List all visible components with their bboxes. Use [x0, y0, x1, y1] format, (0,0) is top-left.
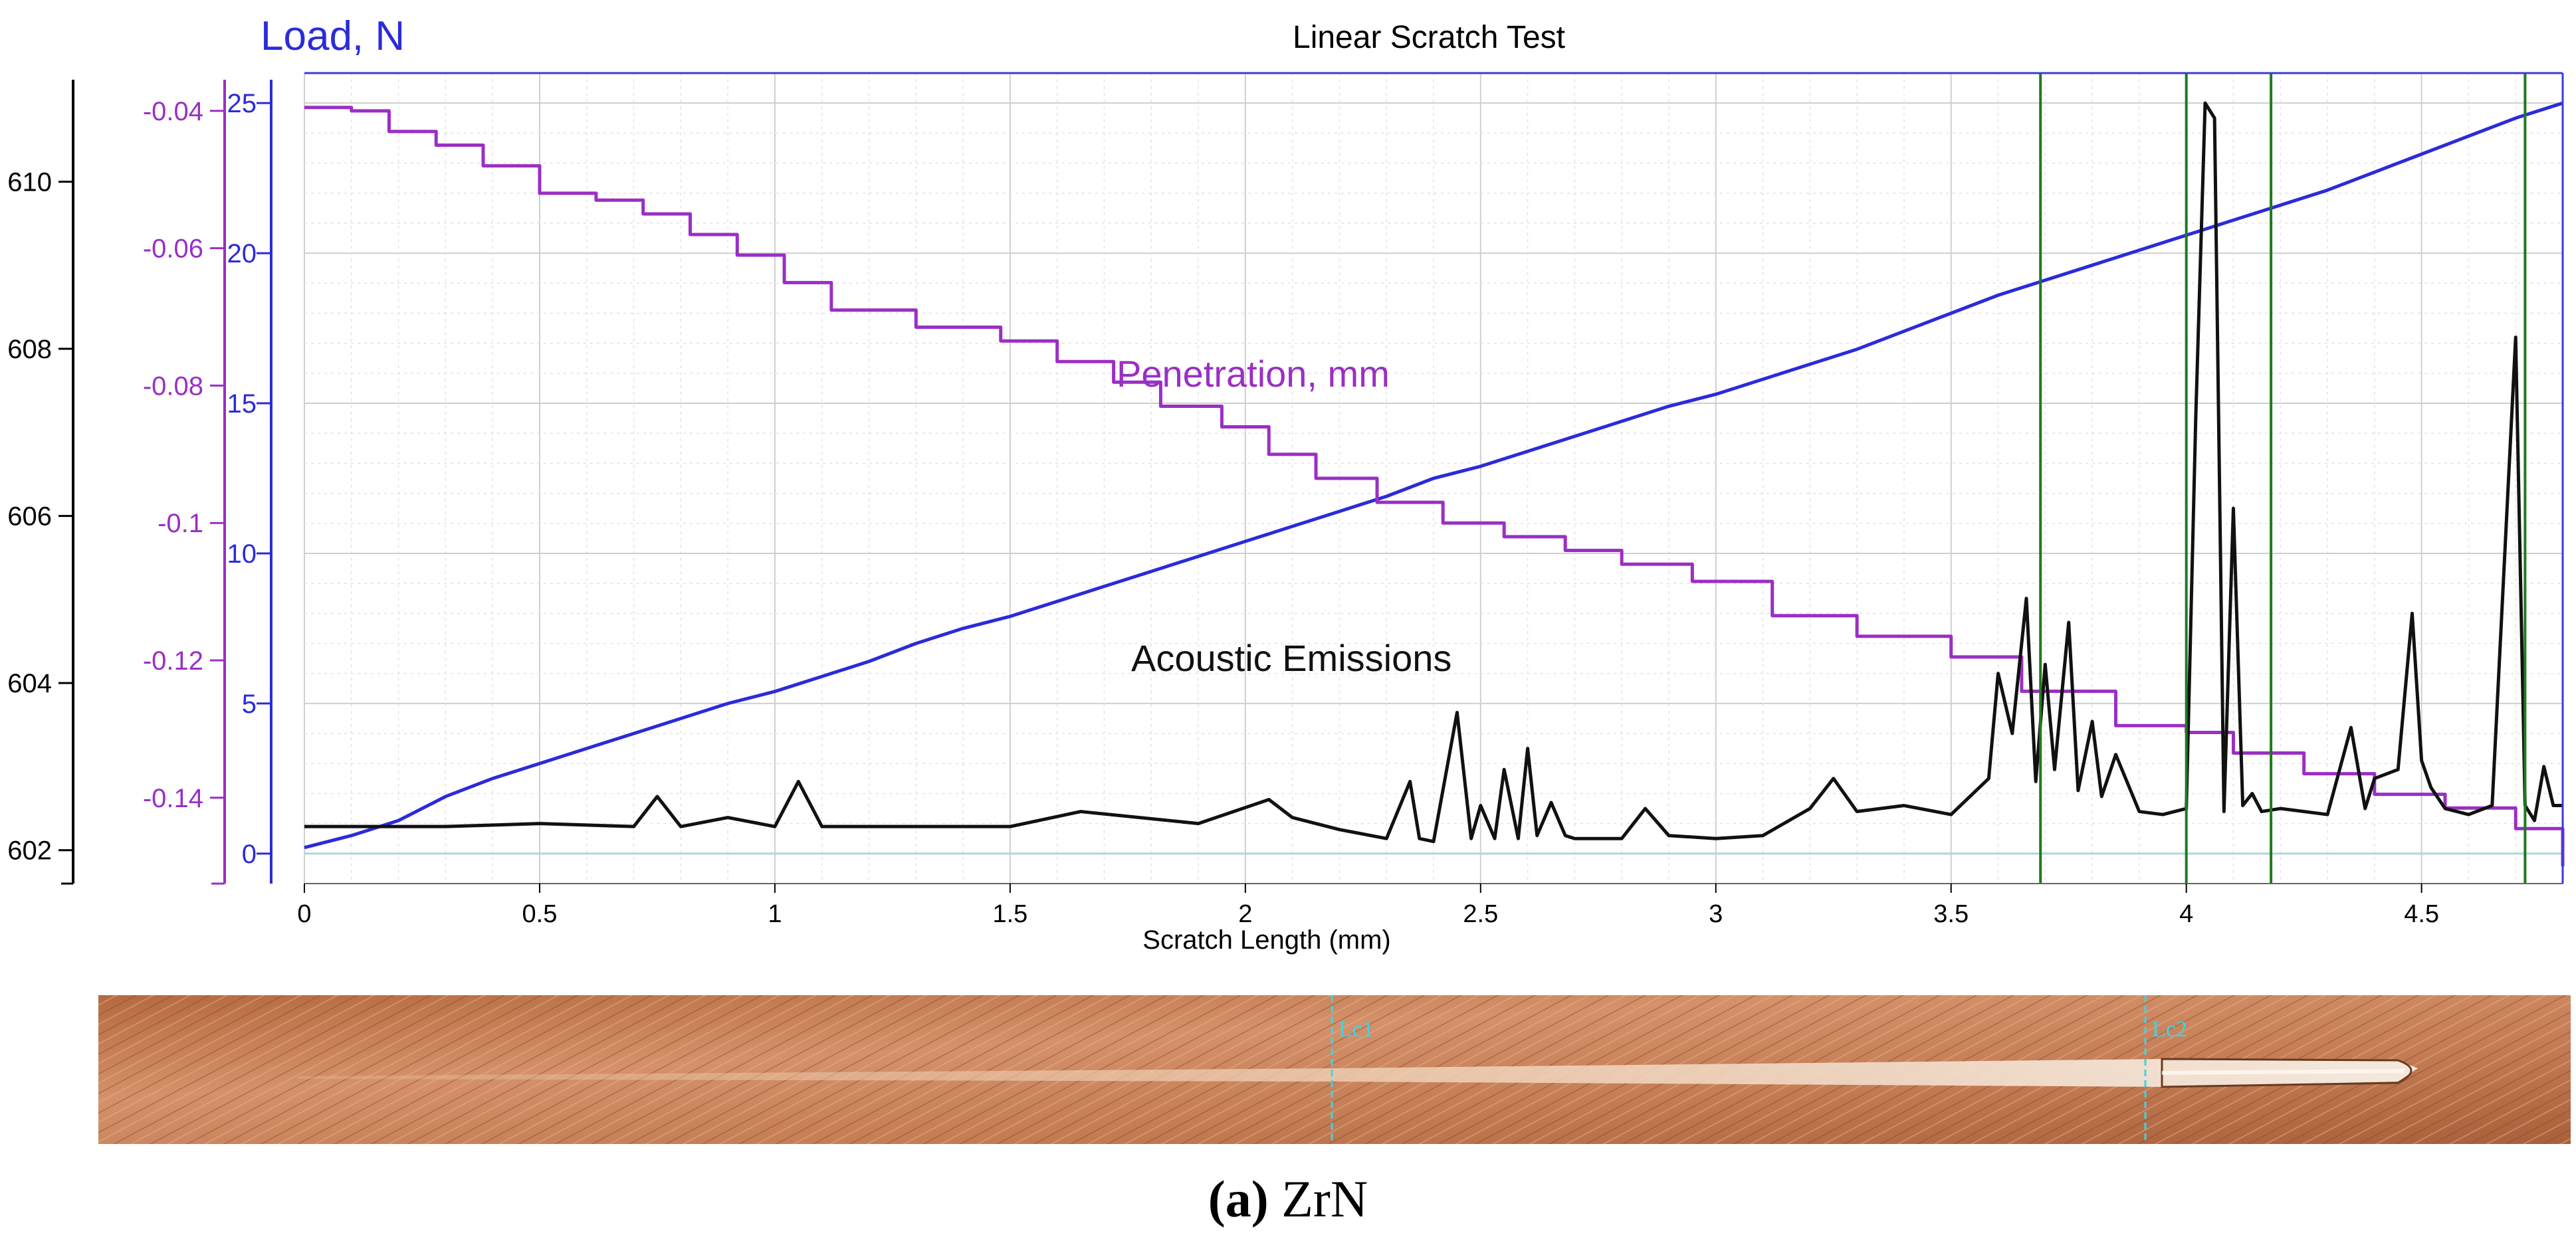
lc2-marker-label: Lc2: [2152, 1017, 2187, 1042]
chart-title: Linear Scratch Test: [1293, 20, 1565, 55]
load-tick-label: 20: [227, 239, 257, 268]
x-tick-label: 1: [768, 900, 782, 928]
outer-tick-label: 602: [7, 836, 52, 866]
figure-caption: (a) ZrN: [0, 1169, 2576, 1229]
outer-tick-label: 604: [7, 669, 52, 698]
scratch-track: [298, 1059, 2418, 1087]
scratch-track-micrograph: Lc1 Lc2: [98, 995, 2571, 1144]
lc1-marker-label: Lc1: [1339, 1017, 1374, 1042]
x-tick-label: 1.5: [992, 900, 1027, 928]
penetration-tick-label: -0.14: [143, 784, 203, 813]
chart-axes: 0 0.5 1 1.5 2 2.5 3 3.5 4 4.5 0 5 10 15 20 25 -0.04 -0.06…: [7, 72, 2564, 928]
x-tick-label: 2.5: [1463, 900, 1498, 928]
penetration-tick-label: -0.12: [143, 646, 203, 676]
x-axis-label: Scratch Length (mm): [1142, 925, 1390, 955]
x-tick-label: 4.5: [2404, 900, 2439, 928]
x-tick-label: 0.5: [522, 900, 558, 928]
x-tick-label: 2: [1238, 900, 1252, 928]
x-tick-label: 3.5: [1933, 900, 1969, 928]
load-axis-label: Load, N: [261, 13, 405, 59]
caption-label: (a): [1208, 1170, 1269, 1228]
outer-tick-label: 608: [7, 335, 52, 364]
penetration-tick-label: -0.08: [143, 371, 203, 401]
critical-load-markers: [2039, 73, 2527, 884]
load-tick-label: 5: [242, 690, 257, 719]
acoustic-emissions-annotation: Acoustic Emissions: [1131, 637, 1451, 679]
load-tick-label: 15: [227, 389, 257, 419]
outer-tick-label: 610: [7, 168, 52, 197]
acoustic-emissions-series: [304, 101, 2563, 844]
load-tick-label: 25: [227, 89, 257, 118]
scratch-track-centerline: [2161, 1069, 2405, 1075]
penetration-tick-label: -0.1: [158, 509, 203, 538]
load-tick-label: 0: [242, 840, 257, 869]
scratch-test-chart: 0 0.5 1 1.5 2 2.5 3 3.5 4 4.5 0 5 10 15 20 25 -0.04 -0.06…: [7, 13, 2565, 955]
load-tick-label: 10: [227, 539, 257, 569]
outer-tick-label: 606: [7, 502, 52, 531]
penetration-tick-label: -0.06: [143, 235, 203, 264]
x-tick-label: 3: [1709, 900, 1723, 928]
caption-text: ZrN: [1281, 1170, 1368, 1228]
x-tick-label: 0: [297, 900, 311, 928]
x-tick-label: 4: [2179, 900, 2193, 928]
penetration-tick-label: -0.04: [143, 97, 203, 126]
scratch-track-delamination: [2161, 1058, 2413, 1088]
penetration-annotation: Penetration, mm: [1117, 353, 1390, 395]
